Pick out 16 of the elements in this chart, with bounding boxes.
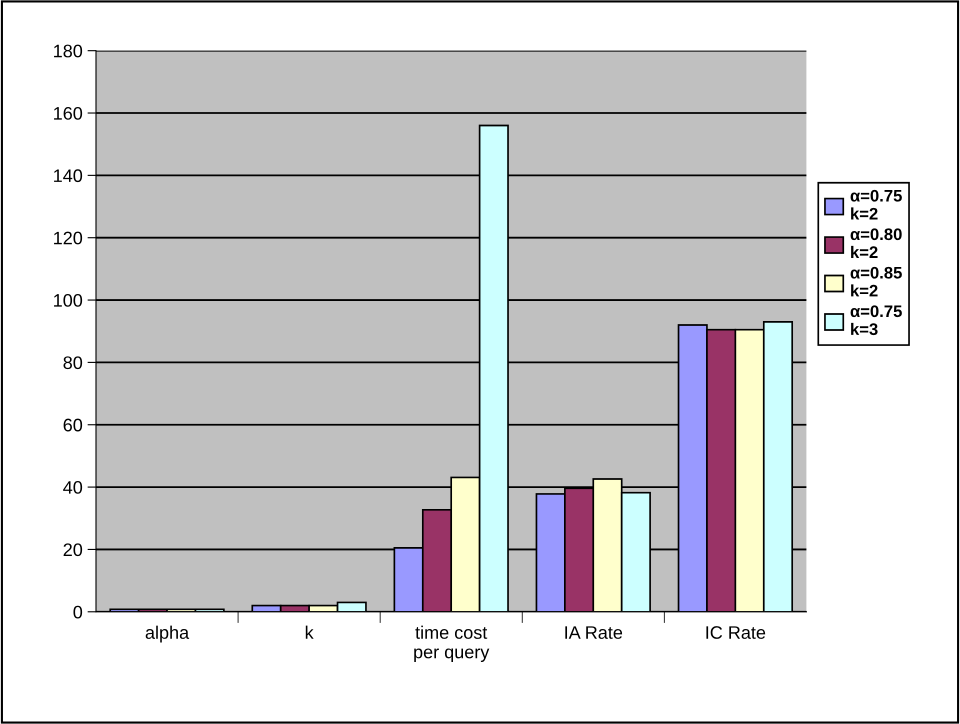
y-tick-label: 180 [54, 44, 82, 58]
y-tick-label: 0 [73, 606, 82, 618]
y-tick-label: 140 [54, 169, 82, 182]
legend-label: α=0.75 k=3 [850, 305, 902, 336]
y-tick-label: 120 [54, 232, 82, 244]
x-tick-label: IC Rate [706, 626, 766, 639]
x-tick-label: IA Rate [565, 626, 622, 639]
y-tick-label: 100 [54, 294, 82, 307]
x-tick-label: time cost per query [414, 626, 490, 662]
x-tick-label: k [306, 626, 314, 639]
y-tick-label: 160 [54, 106, 82, 120]
y-tick-label: 40 [63, 481, 82, 494]
y-tick-label: 20 [64, 543, 82, 556]
y-tick-label: 60 [64, 418, 82, 432]
x-tick-label: alpha [146, 626, 190, 642]
y-tick-label: 80 [64, 356, 82, 370]
